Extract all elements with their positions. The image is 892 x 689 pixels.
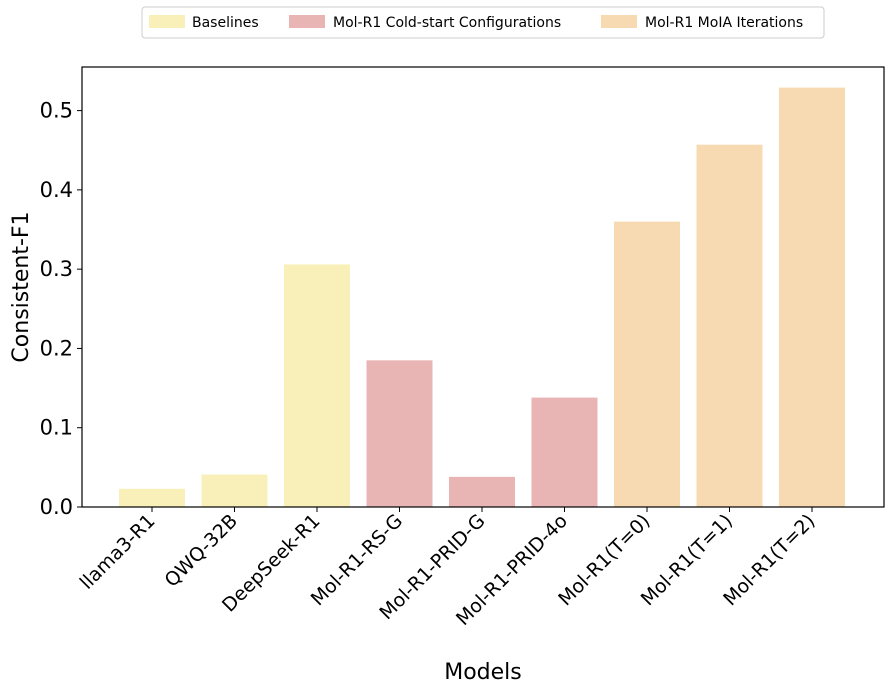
bar-llama3-r1 <box>119 488 185 507</box>
plot-frame <box>81 66 885 508</box>
bar-mol-r1-t-1 <box>696 144 763 507</box>
y-tick-label: 0.4 <box>40 178 73 202</box>
x-tick-label: QWQ-32B <box>161 510 243 592</box>
x-tick-label: llama3-R1 <box>76 510 160 594</box>
legend-label-baselines: Baselines <box>192 15 259 31</box>
legend-swatch-cold-start <box>289 15 325 28</box>
legend: Baselines Mol-R1 Cold-start Configuratio… <box>141 6 825 39</box>
y-tick-label: 0.2 <box>40 336 73 360</box>
bars-group <box>119 87 845 507</box>
bar-mol-r1-t-0 <box>614 221 680 507</box>
x-axis-ticks: llama3-R1 QWQ-32BDeepSeek-R1Mol-R1-RS-GMo… <box>76 507 820 630</box>
legend-label-moia: Mol-R1 MoIA Iterations <box>645 15 803 31</box>
legend-swatch-moia <box>601 15 637 28</box>
bar-mol-r1-t-2 <box>779 87 845 507</box>
bar-deepseek-r1 <box>284 264 350 507</box>
legend-swatch-baselines <box>149 15 185 28</box>
bar-qwq-32b <box>201 474 268 507</box>
bar-mol-r1-prid-4o <box>531 397 598 507</box>
y-tick-label: 0.5 <box>40 99 73 123</box>
y-tick-label: 0.1 <box>40 416 73 440</box>
x-axis-label: Models <box>444 660 522 685</box>
legend-frame <box>141 6 825 39</box>
legend-label-cold-start: Mol-R1 Cold-start Configurations <box>333 15 561 31</box>
bar-mol-r1-prid-g <box>449 476 515 507</box>
y-axis-label: Consistent-F1 <box>9 211 34 362</box>
y-axis-ticks: 0.0 0.1 0.2 0.3 0.4 0.5 <box>40 99 82 519</box>
y-tick-label: 0.3 <box>40 257 73 281</box>
bar-mol-r1-rs-g <box>366 360 433 507</box>
y-tick-label: 0.0 <box>40 495 73 519</box>
